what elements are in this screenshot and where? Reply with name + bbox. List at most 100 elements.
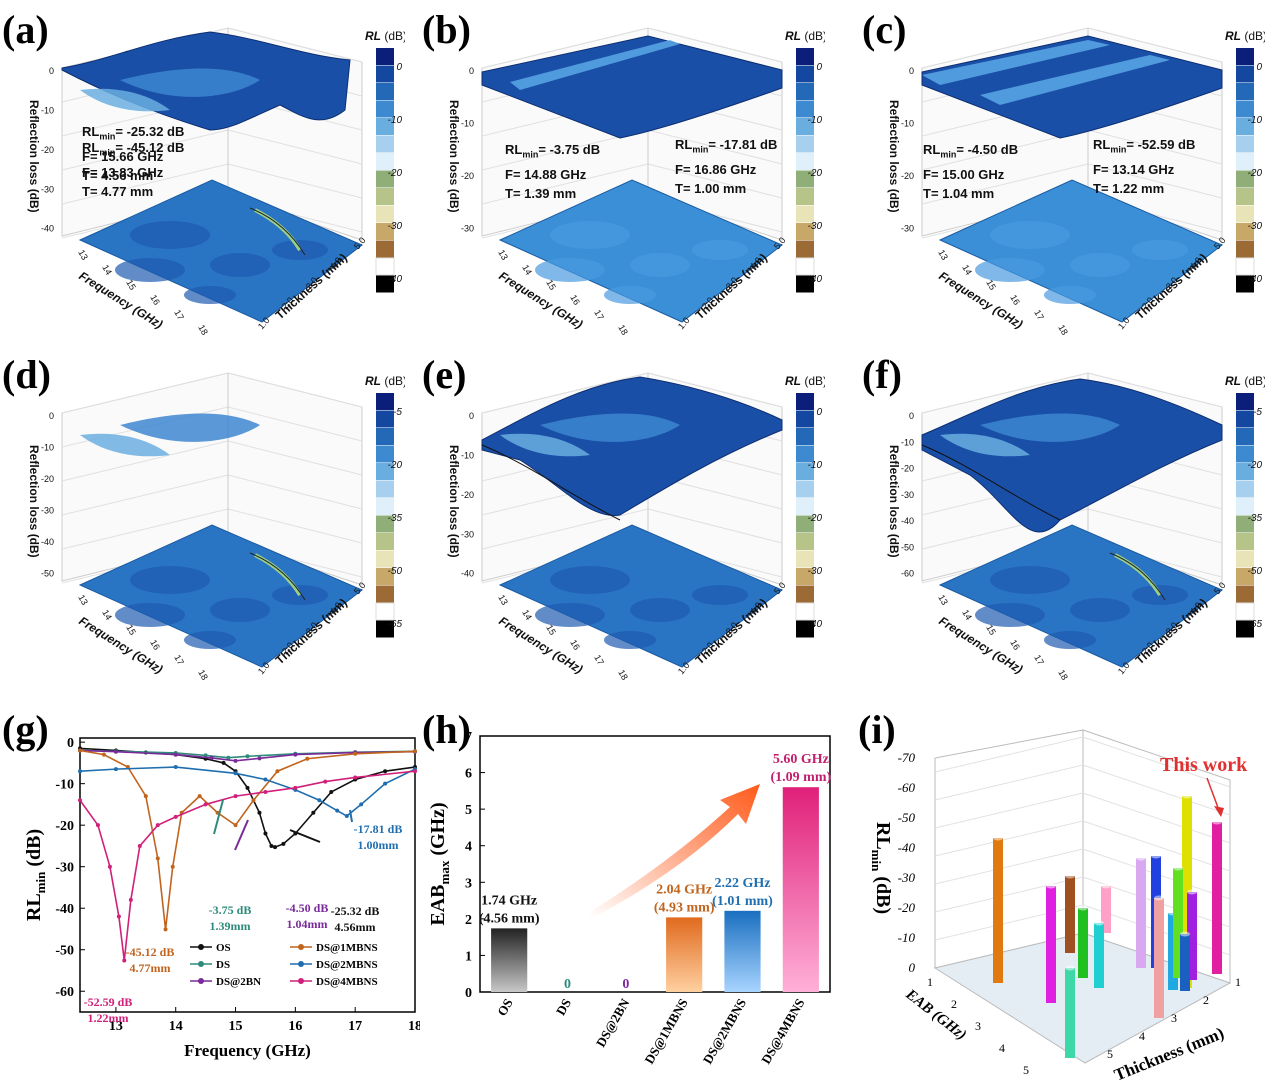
thickness-value: T= 1.04 mm (923, 185, 995, 201)
surface-panel-c: (c) 0 -10 -20 -30 Reflection loss (dB) 13 14 15 1… (860, 0, 1265, 345)
z-tick-label: -50 (901, 542, 914, 552)
freq-value: F= 16.86 GHz (675, 161, 757, 177)
z-tick-label: -10 (901, 119, 914, 129)
y-tick-label: -60 (55, 985, 74, 1000)
series-point (173, 752, 178, 757)
bar-value-label: 5.60 GHz (773, 752, 829, 767)
rl-surface (921, 378, 1223, 533)
bar-value-label: 2.04 GHz (656, 882, 712, 897)
series-point (128, 897, 133, 902)
surface-plot-f: 0 -10 -20 -30 -40 -50 -60 Reflection loss (dB) 1… (887, 372, 1265, 682)
rl-min-annotation: RLmin= -45.12 dB F= 13.83 GHz T= 4.77 mm (82, 138, 184, 201)
series-point (203, 753, 208, 758)
freq-tick-label: 13 (496, 593, 510, 607)
series-point (197, 794, 202, 799)
z-axis-title: Reflection loss (dB) (27, 100, 41, 213)
rl-value: = -25.32 dB (115, 124, 185, 139)
thickness-tick-label: 1 (1235, 975, 1241, 989)
x-tick-label: 18 (408, 1019, 420, 1034)
rl-sub: min (692, 144, 709, 155)
colorbar-tick-label: -40 (808, 274, 823, 285)
series-point (257, 810, 262, 815)
freq-tick-label: 15 (984, 278, 998, 292)
rl-sub: min (99, 147, 116, 158)
colorbar-title: RL (dB) (785, 374, 825, 388)
rl-value: = -4.50 dB (956, 142, 1019, 157)
thickness-tick-label: 5 (1107, 1047, 1113, 1061)
minimum-annotation-thickness: 4.77mm (130, 961, 171, 975)
z-tick-label: -60 (901, 569, 914, 579)
rl-value: = -52.59 dB (1126, 137, 1196, 152)
rl-label: RL (675, 137, 693, 152)
series-point (233, 758, 238, 763)
y-tick-label: -20 (55, 819, 74, 834)
colorbar-tick-label: -50 (1248, 566, 1263, 577)
panel-label-d: (d) (2, 352, 51, 397)
x-axis-title: Frequency (GHz) (184, 1041, 311, 1060)
freq-tick-label: 16 (1008, 638, 1022, 652)
minimum-annotation-thickness: 1.39mm (210, 919, 251, 933)
series-point (245, 785, 250, 790)
freq-tick-label: 14 (960, 263, 974, 277)
series-point (170, 864, 175, 869)
eab-tick-label: 1 (927, 975, 933, 989)
legend-entry: DS@4MBNS (316, 976, 378, 988)
colorbar-tick-label: -40 (808, 619, 823, 630)
colorbar-title: RL (dB) (365, 29, 405, 43)
z-axis-title: Reflection loss (dB) (887, 100, 901, 213)
minimum-annotation-thickness: 1.04mm (287, 917, 328, 931)
bar-value-label: 2.22 GHz (715, 876, 771, 891)
bar (724, 910, 761, 992)
colorbar-tick-label: -20 (808, 168, 823, 179)
rl-sub: min (99, 131, 116, 142)
series-point (203, 802, 208, 807)
z-tick-label: -50 (898, 810, 916, 825)
z-tick-label: -10 (461, 119, 474, 129)
eab-bar-chart: 0 1 2 3 4 5 6 7 EABmax (GHz) 1.74 GHz (4.56 mm) OS 0… (427, 730, 831, 1067)
thickness-tick-label: 2 (1203, 993, 1209, 1007)
freq-tick-label: 15 (124, 623, 138, 637)
legend-entry: DS@1MBNS (316, 942, 378, 954)
rl-frequency-line-chart: 13 14 15 16 17 18 0 -10 -20 -30 -40 -50 -60 Frequency… (23, 736, 420, 1060)
eab-tick-label: 4 (999, 1041, 1005, 1055)
rl-surface (481, 35, 783, 139)
rl-min-annotation: RLmin= -52.59 dB F= 13.14 GHz T= 1.22 mm (1093, 135, 1195, 198)
colorbar: RL (dB) 0 -10 -20 -30 -40 (785, 29, 825, 293)
minimum-annotation-thickness: 4.56mm (335, 920, 376, 934)
colorbar-title: RL (dB) (365, 374, 405, 388)
series-point (263, 777, 268, 782)
cylinder-bar (1094, 923, 1104, 988)
series-point (257, 756, 262, 761)
bar-thickness-label: (1.01 mm) (712, 894, 773, 909)
freq-tick-label: 15 (124, 278, 138, 292)
freq-value: F= 15.00 GHz (923, 166, 1005, 182)
freq-tick-label: 13 (76, 593, 90, 607)
colorbar-tick-label: -65 (1248, 619, 1263, 630)
z-tick-label: -40 (41, 537, 54, 547)
x-tick-label: 16 (288, 1019, 302, 1034)
y-tick-label: 1 (465, 949, 472, 964)
freq-tick-label: 13 (936, 593, 950, 607)
minimum-annotation: -45.12 dB (126, 945, 175, 959)
surface-panel-b: (b) 0 -10 -20 -30 Reflection loss (dB) 13 14 15 1… (420, 0, 825, 345)
series-point (281, 841, 286, 846)
colorbar-tick-label: 0 (816, 62, 822, 73)
rl-label: RL (1093, 137, 1111, 152)
bar-thickness-label: (4.93 mm) (654, 900, 715, 915)
series-point (113, 767, 118, 772)
freq-tick-label: 13 (76, 248, 90, 262)
series-point (113, 749, 118, 754)
z-tick-label: 0 (49, 66, 54, 76)
minimum-annotation: -25.32 dB (331, 904, 380, 918)
freq-tick-label: 18 (1056, 323, 1070, 337)
colorbar-tick-label: -35 (1248, 513, 1263, 524)
freq-tick-label: 17 (592, 653, 606, 667)
series-point (353, 775, 358, 780)
colorbar-tick-label: -40 (1248, 274, 1263, 285)
y-tick-label: -30 (55, 861, 74, 876)
series-point (137, 843, 142, 848)
freq-tick-label: 15 (984, 623, 998, 637)
thickness-value: T= 1.39 mm (505, 185, 577, 201)
panel-label-h: (h) (422, 707, 471, 752)
legend-entry: OS (216, 942, 231, 954)
